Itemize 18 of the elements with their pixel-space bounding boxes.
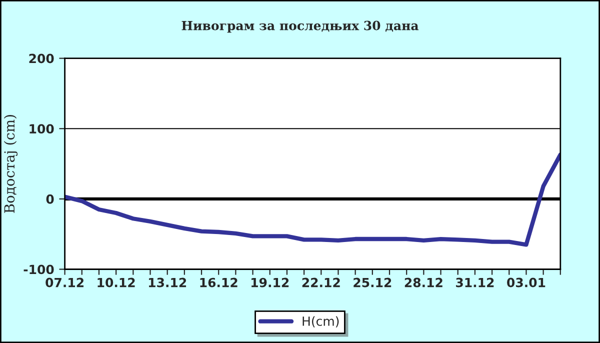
- y-tick-label: 100: [30, 124, 54, 134]
- x-tick-label: 13.12: [148, 278, 186, 288]
- line-series: [64, 152, 560, 247]
- x-tick-label: 22.12: [302, 278, 340, 288]
- y-axis-title: Водостај (cm): [4, 115, 18, 213]
- x-tick-label: 31.12: [456, 278, 494, 288]
- chart-title: Нивограм за последњих 30 дана: [182, 20, 419, 33]
- x-tick-label: 03.01: [507, 278, 546, 288]
- legend-label: H(cm): [302, 316, 339, 328]
- x-tick-label: 19.12: [252, 278, 289, 288]
- y-tick-label: -100: [24, 264, 54, 274]
- x-tick-label: 28.12: [404, 278, 442, 288]
- x-tick-label: 16.12: [200, 278, 238, 288]
- x-tick-label: 07.12: [46, 278, 84, 288]
- y-tick-label: 0: [46, 194, 54, 204]
- x-tick-label: 10.12: [98, 278, 135, 288]
- x-tick-label: 25.12: [354, 278, 392, 288]
- y-tick-label: 200: [29, 54, 54, 64]
